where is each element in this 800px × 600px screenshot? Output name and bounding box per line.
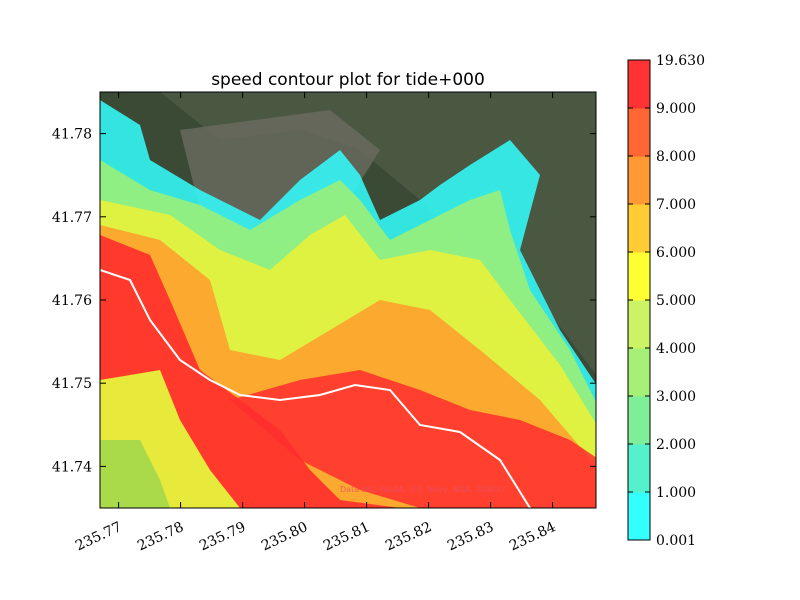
- colorbar-tick-label: 4.000: [656, 341, 696, 357]
- x-tick-label: 235.82: [383, 519, 434, 554]
- colorbar: [628, 60, 650, 541]
- colorbar-ticks: 0.001 1.000 2.000 3.000 4.000 5.000 6.000 7.000…: [628, 53, 705, 549]
- x-tick-label: 235.77: [73, 519, 124, 554]
- plot-area: Data SIO, NOAA, U.S. Navy, NGA, GEBCO: [100, 92, 596, 508]
- colorbar-tick-label: 3.000: [656, 389, 696, 405]
- colorbar-segment: [628, 252, 650, 301]
- colorbar-segment: [628, 156, 650, 205]
- colorbar-tick-label: 1.000: [656, 485, 696, 501]
- y-tick-label: 41.78: [52, 127, 92, 143]
- x-tick-label: 235.81: [321, 519, 372, 554]
- band-red-channel: [230, 370, 596, 508]
- colorbar-tick-label: 9.000: [656, 101, 696, 117]
- colorbar-tick-label: 7.000: [656, 197, 696, 213]
- x-tick-label: 235.84: [507, 519, 558, 554]
- colorbar-tick-label: 0.001: [656, 533, 696, 549]
- y-tick-label: 41.74: [52, 459, 92, 475]
- colorbar-segment: [628, 204, 650, 253]
- colorbar-segment: [628, 108, 650, 157]
- chart-title: speed contour plot for tide+000: [211, 70, 485, 90]
- band-green-southwest: [100, 440, 170, 508]
- colorbar-segment: [628, 300, 650, 349]
- map-attribution: Data SIO, NOAA, U.S. Navy, NGA, GEBCO: [340, 485, 504, 494]
- coastline: [100, 269, 531, 508]
- colorbar-segment: [628, 348, 650, 397]
- colorbar-tick-label: 8.000: [656, 149, 696, 165]
- colorbar-tick-label: 5.000: [656, 293, 696, 309]
- colorbar-tick-label: 19.630: [656, 53, 705, 69]
- colorbar-tick-label: 2.000: [656, 437, 696, 453]
- y-tick-label: 41.77: [52, 210, 92, 226]
- y-tick-label: 41.75: [52, 376, 92, 392]
- x-tick-label: 235.79: [197, 519, 248, 554]
- x-tick-label: 235.78: [135, 519, 186, 554]
- colorbar-segment: [628, 60, 650, 109]
- colorbar-tick-label: 6.000: [656, 245, 696, 261]
- colorbar-segment: [628, 444, 650, 493]
- colorbar-segment: [628, 492, 650, 541]
- x-tick-label: 235.80: [259, 519, 310, 554]
- colorbar-segment: [628, 396, 650, 445]
- y-axis: 41.74 41.75 41.76 41.77 41.78: [52, 127, 596, 475]
- x-tick-label: 235.83: [445, 519, 496, 554]
- y-tick-label: 41.76: [52, 293, 92, 309]
